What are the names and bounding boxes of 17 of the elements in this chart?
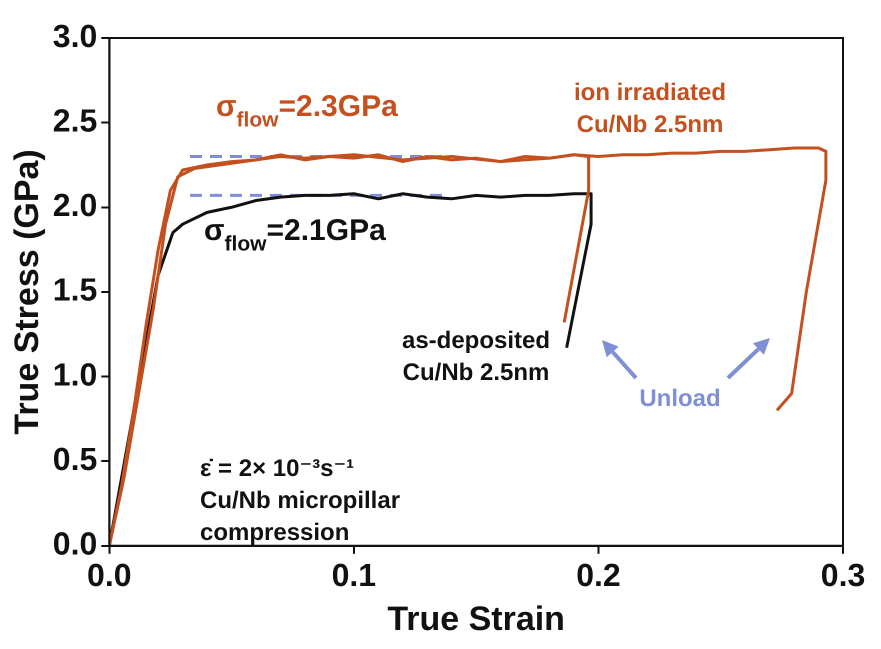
- annotation: ε̇ = 2× 10⁻³s⁻¹: [200, 455, 354, 482]
- annotation: Unload: [639, 385, 721, 412]
- y-axis-title: True Stress (GPa): [8, 149, 46, 435]
- x-axis-title: True Strain: [387, 600, 565, 638]
- series-label: as-deposited Cu/Nb 2.5nm: [402, 327, 550, 386]
- y-tick-label: 2.0: [52, 187, 98, 224]
- annotation: Cu/Nb micropillar: [200, 487, 400, 514]
- x-tick-label: 0.3: [820, 556, 866, 593]
- x-tick-label: 0.1: [332, 556, 376, 593]
- y-tick-label: 3.0: [52, 18, 98, 54]
- y-tick-label: 1.0: [52, 356, 98, 392]
- y-tick-label: 0.5: [52, 440, 98, 477]
- x-tick-label: 0.2: [576, 556, 621, 593]
- y-tick-label: 2.5: [52, 102, 98, 138]
- annotation: compression: [200, 519, 350, 546]
- series-label: ion irradiated Cu/Nb 2.5nm: [574, 79, 726, 138]
- y-tick-label: 1.5: [52, 272, 98, 308]
